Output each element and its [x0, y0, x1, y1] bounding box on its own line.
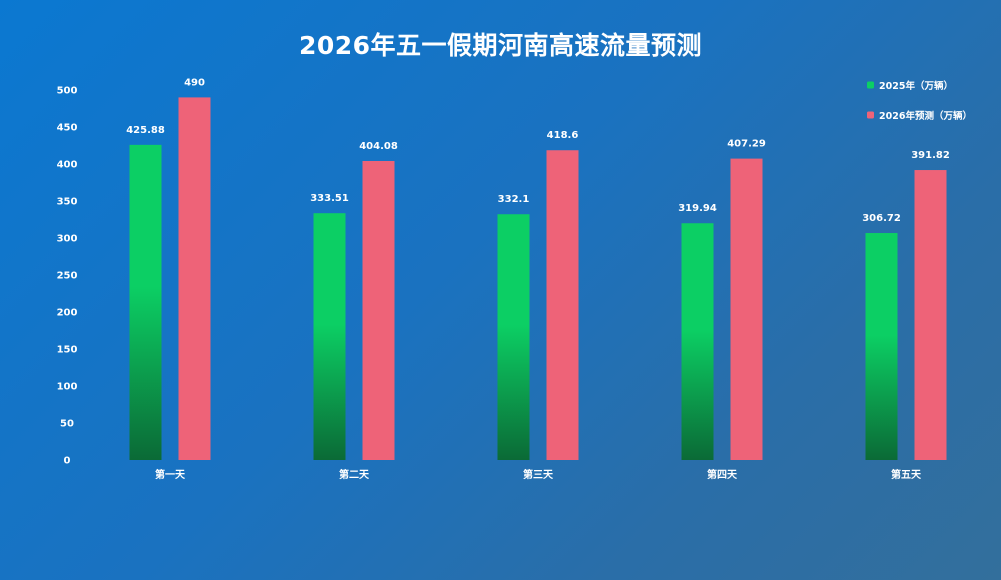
bar-series-2-4: [730, 158, 763, 460]
bar-series-1-1: [129, 144, 162, 460]
x-axis: 第一天 第二天 第三天 第四天 第五天: [155, 468, 922, 481]
x-tick-label: 第三天: [523, 468, 554, 481]
legend-label: 2025年（万辆）: [879, 80, 953, 92]
data-label: 404.08: [359, 141, 398, 152]
y-tick-label: 50: [60, 419, 74, 430]
bar-series-2-2: [362, 160, 395, 460]
bar-series-2-1: [178, 97, 211, 461]
data-label: 391.82: [911, 150, 950, 161]
data-label: 333.51: [310, 193, 349, 204]
legend-label: 2026年预测（万辆）: [879, 110, 972, 122]
data-label: 407.29: [727, 139, 766, 150]
x-tick-label: 第一天: [155, 468, 186, 481]
y-tick-label: 500: [57, 86, 78, 97]
x-tick-label: 第四天: [707, 468, 738, 481]
bar-series-1-3: [497, 214, 530, 460]
y-tick-label: 300: [57, 234, 78, 245]
bars: 425.88 333.51 332.1 319.94 306.72 490 404.08 41…: [126, 77, 950, 461]
y-tick-label: 200: [57, 308, 78, 319]
legend: 2025年（万辆） 2026年预测（万辆）: [867, 80, 972, 122]
x-tick-label: 第五天: [891, 468, 922, 481]
legend-swatch: [867, 111, 874, 119]
y-tick-label: 0: [64, 456, 71, 467]
legend-swatch: [867, 81, 874, 89]
bar-series-1-4: [681, 223, 714, 460]
bar-series-2-3: [546, 150, 579, 460]
y-tick-label: 150: [57, 345, 78, 356]
data-label: 319.94: [678, 203, 717, 214]
y-tick-label: 250: [57, 271, 78, 282]
data-label: 490: [184, 77, 205, 88]
chart-title: 2026年五一假期河南高速流量预测: [298, 31, 703, 60]
y-tick-label: 100: [57, 382, 78, 393]
data-label: 418.6: [547, 130, 579, 141]
data-label: 332.1: [498, 194, 530, 205]
x-tick-label: 第二天: [339, 468, 370, 481]
data-label: 425.88: [126, 125, 165, 136]
data-label: 306.72: [862, 213, 901, 224]
bar-series-2-5: [914, 170, 947, 460]
bar-series-1-2: [313, 213, 346, 460]
y-tick-label: 400: [57, 160, 78, 171]
y-tick-label: 350: [57, 197, 78, 208]
y-tick-label: 450: [57, 123, 78, 134]
y-axis: 0 50 100 150 200 250 300 350 400 450 500: [57, 86, 78, 467]
bar-series-1-5: [865, 233, 898, 460]
